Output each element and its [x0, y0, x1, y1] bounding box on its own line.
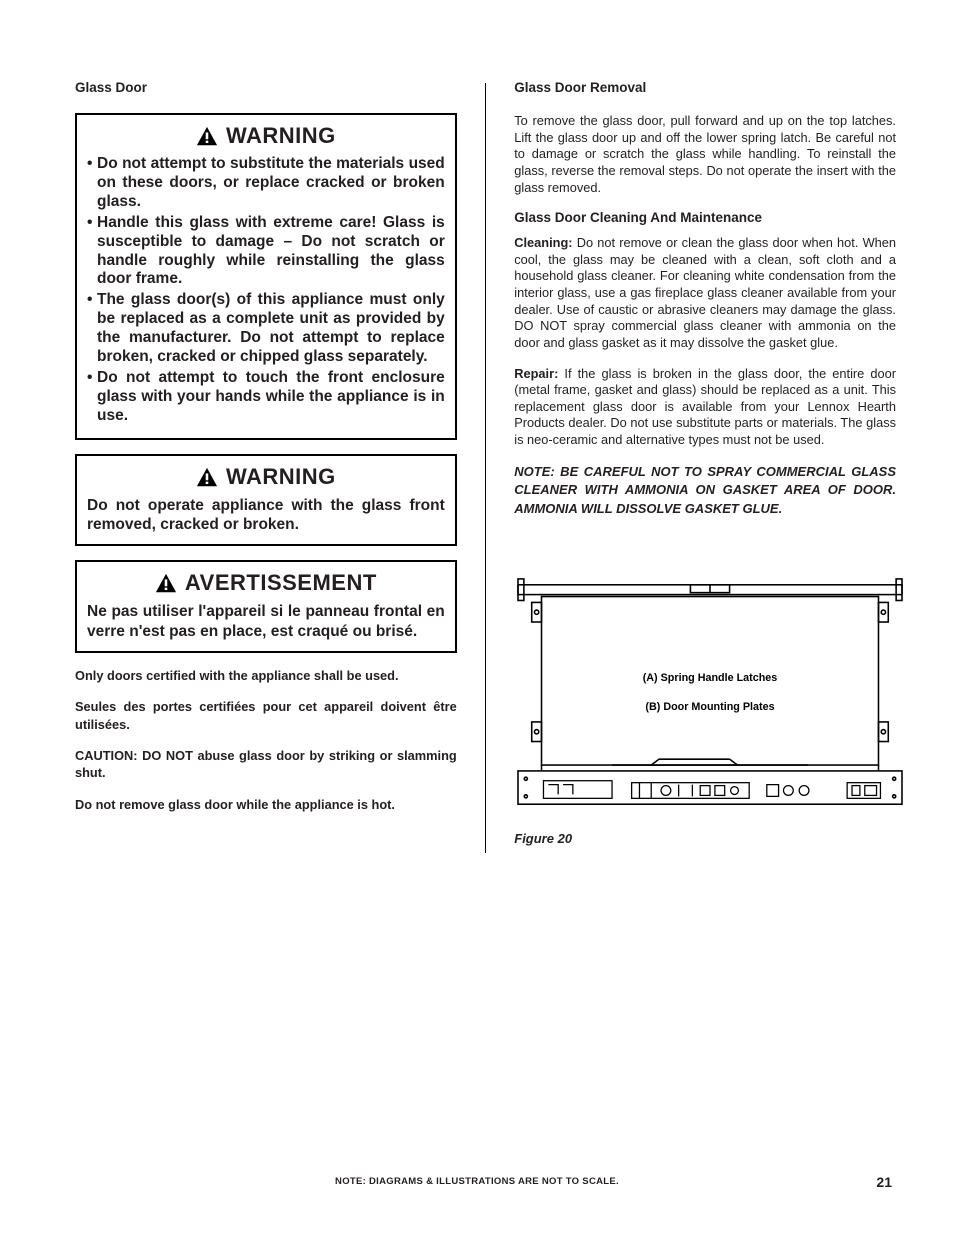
- warning-triangle-icon: [196, 126, 218, 146]
- cleaning-label: Cleaning:: [514, 235, 572, 250]
- repair-label: Repair:: [514, 366, 558, 381]
- warning-1-item: Do not attempt to touch the front enclos…: [87, 369, 445, 426]
- cleaning-para: Cleaning: Do not remove or clean the gla…: [514, 235, 896, 351]
- warning-triangle-icon: [196, 467, 218, 487]
- footer-note: NOTE: DIAGRAMS & ILLUSTRATIONS ARE NOT T…: [0, 1176, 954, 1187]
- removal-heading: Glass Door Removal: [514, 80, 896, 95]
- door-diagram-icon: (A) Spring Handle Latches (B) Door Mount…: [514, 575, 906, 815]
- avertissement-header: AVERTISSEMENT: [87, 570, 445, 596]
- warning-2-title: WARNING: [226, 464, 336, 490]
- left-p3: CAUTION: DO NOT abuse glass door by stri…: [75, 747, 457, 782]
- cleaning-heading: Glass Door Cleaning And Maintenance: [514, 210, 896, 225]
- warning-triangle-icon: [155, 573, 177, 593]
- warning-2-text: Do not operate appliance with the glass …: [87, 496, 445, 535]
- glass-door-heading: Glass Door: [75, 80, 457, 95]
- cleaning-text: Do not remove or clean the glass door wh…: [514, 235, 896, 350]
- left-p1: Only doors certified with the appliance …: [75, 667, 457, 684]
- warning-1-list: Do not attempt to substitute the materia…: [87, 155, 445, 426]
- ammonia-note: NOTE: BE CAREFUL NOT TO SPRAY COMMERCIAL…: [514, 463, 896, 520]
- figure-20: (A) Spring Handle Latches (B) Door Mount…: [514, 575, 896, 846]
- warning-1-item: Handle this glass with extreme care! Gla…: [87, 214, 445, 290]
- warning-1-header: WARNING: [87, 123, 445, 149]
- two-column-layout: Glass Door WARNING Do not attempt to sub…: [75, 80, 896, 853]
- repair-para: Repair: If the glass is broken in the gl…: [514, 366, 896, 449]
- avertissement-box: AVERTISSEMENT Ne pas utiliser l'appareil…: [75, 560, 457, 653]
- warning-1-title: WARNING: [226, 123, 336, 149]
- label-b: (B) Door Mounting Plates: [646, 701, 775, 713]
- avertissement-title: AVERTISSEMENT: [185, 570, 377, 596]
- warning-box-2: WARNING Do not operate appliance with th…: [75, 454, 457, 547]
- avertissement-text: Ne pas utiliser l'appareil si le panneau…: [87, 602, 445, 641]
- label-a: (A) Spring Handle Latches: [643, 672, 778, 684]
- figure-caption: Figure 20: [514, 831, 896, 846]
- warning-box-1: WARNING Do not attempt to substitute the…: [75, 113, 457, 440]
- left-column: Glass Door WARNING Do not attempt to sub…: [75, 80, 457, 853]
- warning-2-header: WARNING: [87, 464, 445, 490]
- column-separator: [485, 83, 487, 853]
- left-p2: Seules des portes certifiées pour cet ap…: [75, 698, 457, 733]
- page-number: 21: [876, 1174, 892, 1190]
- removal-text: To remove the glass door, pull forward a…: [514, 113, 896, 196]
- left-p4: Do not remove glass door while the appli…: [75, 796, 457, 813]
- repair-text: If the glass is broken in the glass door…: [514, 366, 896, 448]
- warning-1-item: The glass door(s) of this appliance must…: [87, 291, 445, 367]
- warning-1-item: Do not attempt to substitute the materia…: [87, 155, 445, 212]
- right-column: Glass Door Removal To remove the glass d…: [514, 80, 896, 853]
